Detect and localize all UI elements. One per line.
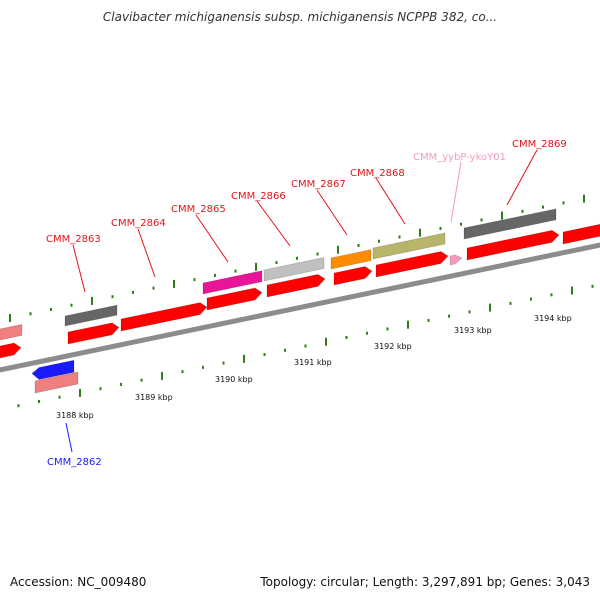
- kbp-label: 3192 kbp: [374, 342, 412, 351]
- genome-summary-text: Topology: circular; Length: 3,297,891 bp…: [260, 575, 590, 589]
- cds-box: [0, 323, 23, 341]
- cds-arrow-right: [67, 322, 120, 345]
- kbp-label: 3189 kbp: [135, 393, 173, 402]
- cds-arrow-right: [466, 229, 560, 261]
- cds-arrow-right: [0, 342, 22, 359]
- gene-box: [330, 249, 372, 270]
- cds-box: [562, 223, 600, 245]
- gene-box: [263, 257, 325, 282]
- gene-box: [64, 304, 118, 327]
- cds-arrow-right: [206, 287, 263, 311]
- kbp-label: 3194 kbp: [534, 314, 572, 323]
- gene-label-cmm-2867[interactable]: CMM_2867: [291, 179, 346, 190]
- tick-row-lower: [17, 284, 594, 408]
- gene-label-cmm-2865[interactable]: CMM_2865: [171, 204, 226, 215]
- gene-box: [202, 270, 263, 295]
- gene-label-cmm-2866[interactable]: CMM_2866: [231, 191, 286, 202]
- kbp-label: 3193 kbp: [454, 326, 492, 335]
- genome-backbone: [0, 242, 600, 373]
- gene-label-cmm-yybp-ykoy01[interactable]: CMM_yybP-ykoY01: [413, 152, 506, 163]
- cds-arrow-right: [120, 302, 208, 332]
- accession-text: Accession: NC_009480: [10, 575, 147, 589]
- leader-line: [256, 200, 291, 247]
- gene-box: [372, 232, 446, 260]
- kbp-label: 3188 kbp: [56, 411, 94, 420]
- gene-label-cmm-2864[interactable]: CMM_2864: [111, 218, 166, 229]
- leader-line: [506, 149, 538, 206]
- cds-arrow-left: [31, 359, 75, 380]
- cds-box: [34, 371, 79, 394]
- cds-arrow-right: [266, 273, 326, 298]
- rna-feature: [449, 254, 463, 266]
- leader-line: [375, 177, 406, 225]
- gene-box: [463, 208, 557, 240]
- feature-layer: [0, 208, 600, 394]
- gene-label-cmm-2868[interactable]: CMM_2868: [350, 168, 405, 179]
- tick-row-upper: [9, 194, 585, 322]
- leader-line: [65, 422, 73, 453]
- leader-line: [450, 161, 462, 223]
- gene-label-cmm-2869[interactable]: CMM_2869: [512, 139, 567, 150]
- leader-line: [137, 228, 156, 278]
- kbp-labels: 3188 kbp 3189 kbp 3190 kbp 3191 kbp 3192…: [56, 314, 572, 420]
- cds-arrow-right: [375, 251, 449, 278]
- leader-line: [316, 189, 348, 236]
- gene-label-cmm-2863[interactable]: CMM_2863: [46, 234, 101, 245]
- kbp-label: 3190 kbp: [215, 375, 253, 384]
- gene-label-cmm-2862[interactable]: CMM_2862: [47, 457, 102, 468]
- leader-lines: [65, 149, 538, 453]
- gene-labels: CMM_2862 CMM_2863 CMM_2864 CMM_2865 CMM_…: [46, 139, 567, 468]
- cds-arrow-right: [333, 266, 373, 286]
- leader-line: [72, 244, 86, 293]
- kbp-label: 3191 kbp: [294, 358, 332, 367]
- map-title: Clavibacter michiganensis subsp. michiga…: [102, 10, 498, 24]
- leader-line: [195, 214, 229, 263]
